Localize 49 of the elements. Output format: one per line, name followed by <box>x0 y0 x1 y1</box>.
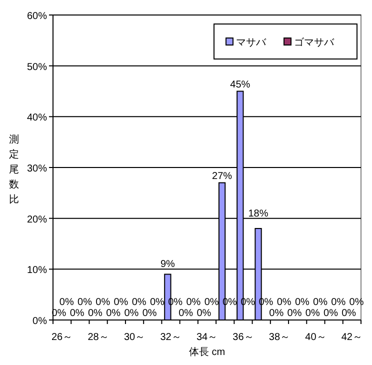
data-label: 0% <box>70 308 84 319</box>
data-label: 0% <box>342 308 356 319</box>
x-tick-label: 42～ <box>341 332 363 343</box>
data-label: 0% <box>88 308 103 319</box>
data-label: 0% <box>142 308 157 319</box>
x-tick-label: 36～ <box>232 332 254 343</box>
y-tick-label: 40% <box>26 112 48 124</box>
data-label: 0% <box>196 308 212 319</box>
data-label: 0% <box>287 308 302 319</box>
data-label: 0% <box>124 308 139 319</box>
data-label: 0% <box>132 297 146 308</box>
data-label: 0% <box>186 297 201 308</box>
data-label: 27% <box>212 170 232 182</box>
data-label: 0% <box>150 297 165 308</box>
data-label: 45% <box>230 79 250 90</box>
data-label: 0% <box>324 308 338 319</box>
data-label: 0% <box>349 297 364 308</box>
y-tick-label: 30% <box>26 164 48 174</box>
data-label: 0% <box>114 297 128 308</box>
data-label: 18% <box>248 208 268 220</box>
y-tick-label: 50% <box>26 62 48 73</box>
data-label: 0% <box>269 308 284 319</box>
x-tick-label: 28～ <box>88 332 109 343</box>
data-label: 0% <box>178 308 194 319</box>
y-tick-label: 0% <box>32 316 48 327</box>
data-label: 0% <box>276 297 292 308</box>
legend-label: ゴマサバ <box>294 36 335 48</box>
x-tick-label: 26～ <box>51 332 73 343</box>
x-tick-label: 30～ <box>124 332 146 343</box>
data-label: 0% <box>313 297 328 308</box>
data-label: 0% <box>294 297 310 308</box>
data-label: 0% <box>59 297 74 308</box>
y-tick-label: 60% <box>26 11 48 22</box>
x-axis-title: 体長 cm <box>188 346 226 358</box>
y-axis-title: 測定尾数比 <box>9 134 19 206</box>
x-tick-label: 40～ <box>305 332 326 343</box>
x-tick-label: 32～ <box>160 332 182 343</box>
data-label: 0% <box>106 308 121 319</box>
x-tick-label: 34～ <box>196 332 218 343</box>
legend-label: マサバ <box>236 38 267 48</box>
data-label: 0% <box>204 297 219 308</box>
data-label: 0% <box>305 308 320 319</box>
y-tick-label: 20% <box>26 214 48 226</box>
data-label: 0% <box>78 297 92 308</box>
x-tick-label: 38～ <box>268 332 290 343</box>
data-label: 0% <box>96 297 110 308</box>
data-label: 0% <box>331 297 346 308</box>
data-label: 9% <box>160 259 176 270</box>
y-tick-label: 10% <box>26 265 48 276</box>
